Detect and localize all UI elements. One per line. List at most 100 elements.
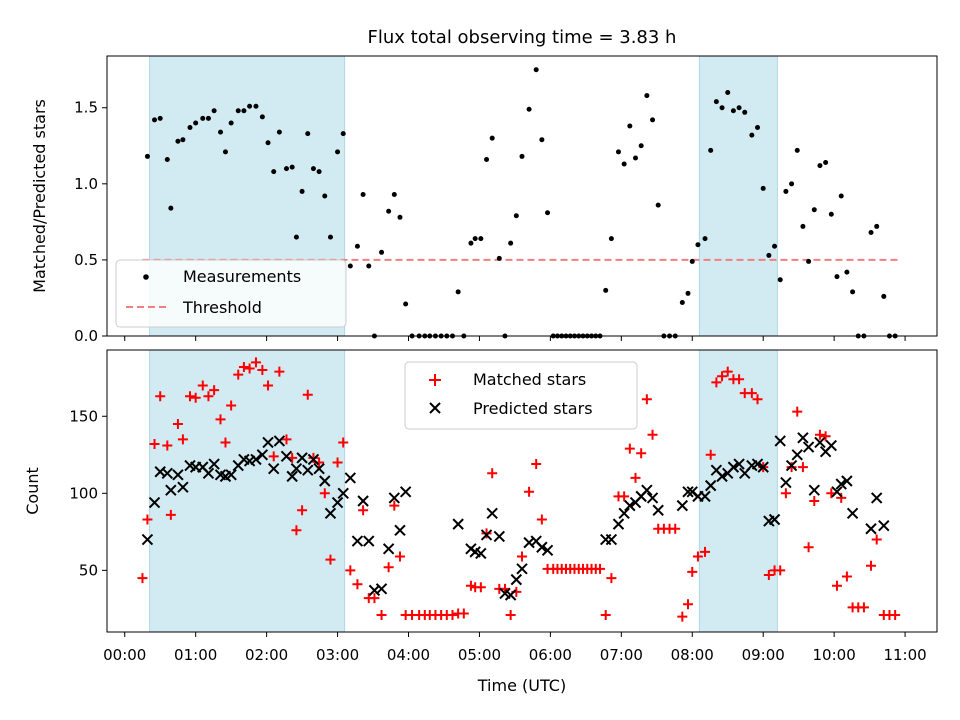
- matched-star-point: [185, 391, 195, 402]
- matched-star-point: [345, 565, 356, 576]
- measurement-point: [241, 108, 247, 114]
- predicted-star-point: [172, 469, 184, 481]
- x-tick-label: 05:00: [458, 646, 501, 664]
- predicted-star-point: [835, 478, 847, 490]
- matched-star-point: [203, 391, 214, 402]
- predicted-star-point: [751, 458, 764, 470]
- measurement-point: [655, 202, 661, 208]
- measurement-point: [794, 147, 800, 153]
- measurement-point: [152, 117, 158, 123]
- matched-star-point: [624, 443, 635, 454]
- measurement-point: [397, 214, 403, 220]
- measurement-point: [271, 169, 277, 175]
- predicted-star-point: [452, 518, 464, 530]
- y-tick-label: 150: [69, 407, 98, 425]
- predicted-star-point: [523, 536, 535, 549]
- predicted-star-point: [399, 486, 412, 498]
- measurement-point: [730, 108, 736, 114]
- predicted-star-point: [699, 490, 711, 503]
- predicted-star-point: [774, 435, 786, 447]
- y-axis-ticks-top: 0.0 0.5 1.0 1.5: [74, 99, 107, 345]
- legend-label-matched: Matched stars: [473, 370, 586, 389]
- matched-star-point: [383, 562, 394, 573]
- y-axis-label-bottom: Count: [23, 467, 42, 515]
- matched-star-point: [531, 459, 542, 470]
- predicted-star-point: [351, 535, 364, 547]
- predicted-star-point: [225, 469, 237, 481]
- matched-star-point: [717, 371, 728, 382]
- matched-star-point: [536, 514, 547, 525]
- predicted-star-point: [676, 499, 689, 512]
- measurement-point: [455, 289, 461, 295]
- x-tick-label: 07:00: [600, 646, 643, 664]
- measurement-point: [235, 108, 241, 114]
- matched-star-point: [836, 492, 847, 503]
- x-tick-label: 10:00: [813, 646, 856, 664]
- predicted-star-point: [541, 544, 554, 557]
- predicted-star-point: [165, 484, 177, 496]
- measurement-point: [489, 135, 495, 141]
- predicted-star-point: [652, 504, 664, 516]
- predicted-star-point: [475, 547, 487, 560]
- predicted-star-point: [382, 543, 395, 555]
- legend-box-top: [115, 259, 347, 328]
- y-tick-label: 1.5: [74, 99, 98, 117]
- matched-star-point: [705, 449, 716, 460]
- measurement-point: [783, 188, 789, 194]
- matched-star-point: [165, 509, 176, 520]
- matched-star-point: [831, 580, 842, 591]
- measurement-point: [218, 129, 224, 135]
- predicted-star-point: [177, 481, 189, 493]
- matched-star-point: [687, 566, 698, 577]
- measurement-point: [695, 242, 701, 248]
- measurement-point: [526, 106, 532, 112]
- measurement-point: [200, 115, 206, 121]
- matched-star-point: [780, 488, 791, 499]
- matched-star-point: [475, 582, 486, 593]
- measurement-point: [468, 240, 474, 246]
- measurement-point: [844, 269, 850, 275]
- legend-label-measurements: Measurements: [183, 267, 301, 286]
- measurement-point: [322, 193, 328, 199]
- predicted-star-point: [493, 530, 506, 543]
- matched-star-point: [319, 488, 330, 499]
- measurement-point: [608, 236, 614, 242]
- predicted-star-point: [357, 495, 369, 507]
- measurement-point: [650, 117, 656, 123]
- legend-marker-measurements: [143, 274, 149, 280]
- predicted-star-point: [516, 563, 528, 575]
- measurement-point: [157, 115, 163, 121]
- x-axis-label: Time (UTC): [477, 676, 566, 695]
- legend-marker-predicted: [429, 402, 441, 414]
- y-axis-label-top: Matched/Predicted stars: [30, 99, 49, 293]
- matched-star-point: [268, 451, 279, 462]
- matched-star-point: [692, 551, 703, 562]
- legend-marker-matched: [429, 374, 441, 386]
- matched-star-point: [517, 551, 527, 562]
- predicted-star-point: [375, 583, 388, 595]
- measurement-point: [627, 123, 633, 129]
- matched-star-point: [711, 377, 722, 388]
- measurement-point: [354, 243, 360, 249]
- matched-star-point: [792, 406, 803, 417]
- measurement-point: [545, 210, 551, 216]
- matched-star-point: [630, 472, 641, 483]
- predicted-star-point: [780, 476, 792, 489]
- matched-star-point: [619, 491, 630, 502]
- matched-star-point: [722, 366, 733, 377]
- measurement-point: [289, 164, 295, 170]
- measurement-point: [168, 205, 174, 211]
- predicted-star-point: [290, 462, 303, 475]
- measurement-point: [638, 143, 644, 149]
- predicted-star-point: [161, 467, 174, 479]
- predicted-star-point: [646, 492, 659, 504]
- predicted-star-point: [486, 507, 498, 520]
- predicted-star-point: [865, 523, 877, 535]
- measurement-point: [403, 301, 409, 307]
- figure-title: Flux total observing time = 3.83 h: [368, 27, 677, 48]
- matched-star-point: [233, 369, 244, 380]
- matched-star-point: [325, 554, 336, 565]
- measurement-point: [755, 125, 761, 131]
